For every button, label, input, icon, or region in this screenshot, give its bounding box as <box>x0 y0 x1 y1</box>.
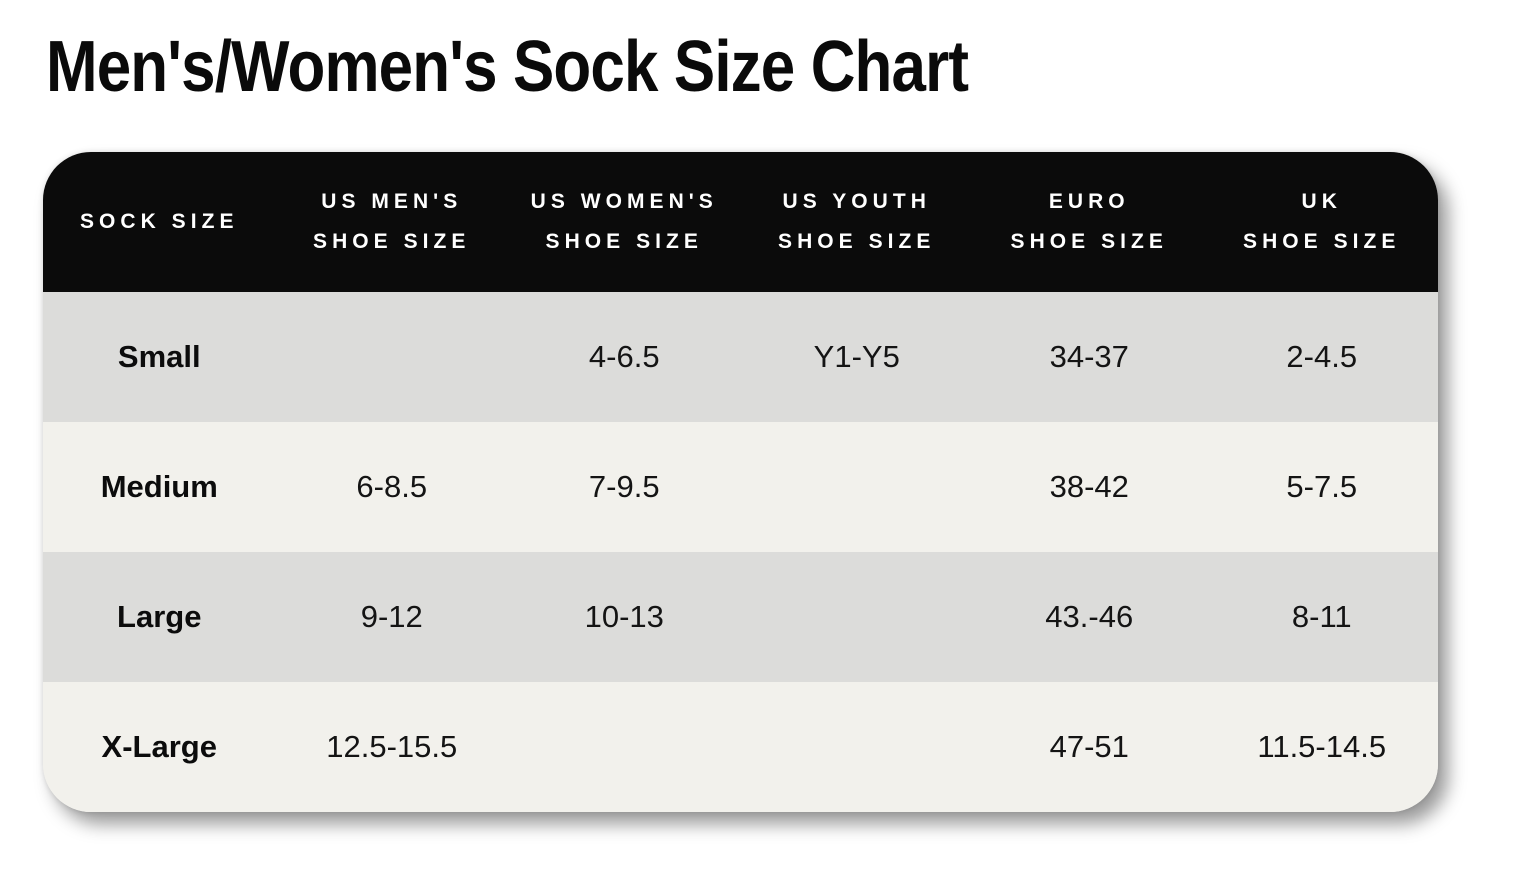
cell-us-mens: 9-12 <box>360 599 423 634</box>
column-header-line: SHOE SIZE <box>1243 230 1401 253</box>
page-title: Men's/Women's Sock Size Chart <box>46 27 969 107</box>
row-label: X-Large <box>101 729 217 764</box>
column-header-line: US YOUTH <box>782 190 931 213</box>
cell-uk: 11.5-14.5 <box>1257 729 1387 764</box>
column-header-us-womens: US WOMEN'S SHOE SIZE <box>508 182 741 262</box>
column-header-sock-size: SOCK SIZE <box>43 202 276 242</box>
table-header-row: SOCK SIZE US MEN'S SHOE SIZE US WOMEN'S … <box>43 152 1438 292</box>
cell-us-womens: 4-6.5 <box>588 339 660 374</box>
row-label: Medium <box>100 469 218 504</box>
cell-us-mens: 6-8.5 <box>356 469 428 504</box>
column-header-line: SOCK SIZE <box>79 210 239 233</box>
cell-us-youth: Y1-Y5 <box>813 339 900 374</box>
column-header-line: SHOE SIZE <box>1010 230 1168 253</box>
column-header-uk: UK SHOE SIZE <box>1206 182 1439 262</box>
cell-us-womens: 7-9.5 <box>588 469 660 504</box>
column-header-line: US WOMEN'S <box>530 190 718 213</box>
column-header-line: SHOE SIZE <box>313 230 471 253</box>
column-header-us-mens: US MEN'S SHOE SIZE <box>276 182 509 262</box>
table-row-small: Small 4-6.5 Y1-Y5 34-37 2-4.5 <box>43 292 1438 422</box>
table-row-x-large: X-Large 12.5-15.5 47-51 11.5-14.5 <box>43 682 1438 812</box>
column-header-line: EURO <box>1048 190 1130 213</box>
row-label: Large <box>117 599 202 634</box>
column-header-us-youth: US YOUTH SHOE SIZE <box>741 182 974 262</box>
table-row-large: Large 9-12 10-13 43.-46 8-11 <box>43 552 1438 682</box>
column-header-line: UK <box>1301 190 1342 213</box>
column-header-euro: EURO SHOE SIZE <box>973 182 1206 262</box>
cell-us-womens: 10-13 <box>584 599 664 634</box>
cell-euro: 34-37 <box>1049 339 1129 374</box>
cell-us-mens: 12.5-15.5 <box>326 729 458 764</box>
column-header-line: US MEN'S <box>321 190 463 213</box>
row-label: Small <box>117 339 201 374</box>
cell-euro: 43.-46 <box>1045 599 1134 634</box>
cell-uk: 5-7.5 <box>1286 469 1358 504</box>
cell-uk: 8-11 <box>1291 599 1352 634</box>
table-row-medium: Medium 6-8.5 7-9.5 38-42 5-7.5 <box>43 422 1438 552</box>
column-header-line: SHOE SIZE <box>545 230 703 253</box>
cell-euro: 38-42 <box>1049 469 1129 504</box>
sock-size-chart-table: SOCK SIZE US MEN'S SHOE SIZE US WOMEN'S … <box>43 152 1438 812</box>
column-header-line: SHOE SIZE <box>778 230 936 253</box>
cell-uk: 2-4.5 <box>1286 339 1358 374</box>
cell-euro: 47-51 <box>1049 729 1129 764</box>
